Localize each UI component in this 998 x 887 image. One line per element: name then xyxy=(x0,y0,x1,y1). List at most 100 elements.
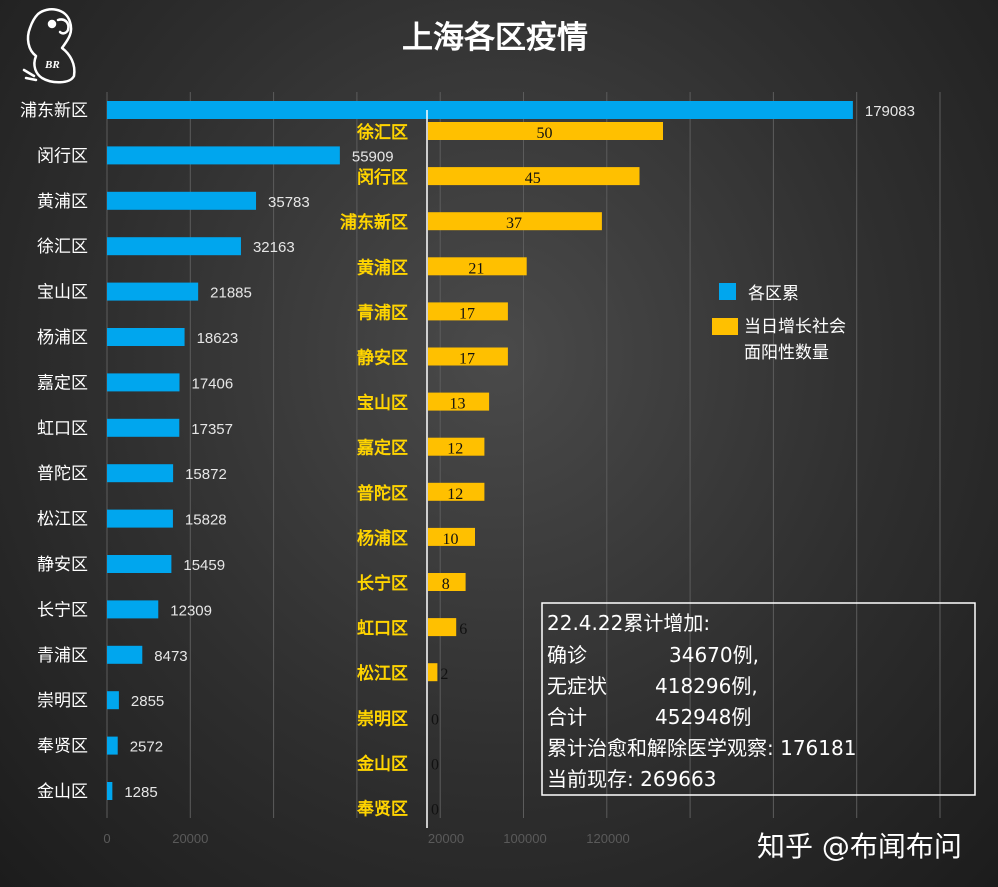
info-line-date: 22.4.22累计增加: xyxy=(547,611,710,635)
left-value-label: 12309 xyxy=(170,602,212,619)
left-bar xyxy=(107,600,159,619)
left-value-label: 32163 xyxy=(253,239,295,256)
right-value-label: 37 xyxy=(506,215,522,232)
x-tick-label: 0 xyxy=(103,831,110,846)
right-category-label: 长宁区 xyxy=(357,573,408,594)
right-value-label: 17 xyxy=(459,351,475,368)
right-category-label: 金山区 xyxy=(356,753,408,774)
left-category-label: 长宁区 xyxy=(37,600,88,620)
right-value-label: 0 xyxy=(431,711,439,728)
right-bar xyxy=(428,212,602,231)
left-category-label: 松江区 xyxy=(37,510,88,530)
left-value-label: 21885 xyxy=(210,285,252,302)
right-value-label: 10 xyxy=(443,531,459,548)
right-category-label: 青浦区 xyxy=(357,302,408,323)
right-bar xyxy=(428,167,640,186)
info-line-confirmed-label: 确诊 xyxy=(547,643,587,667)
right-category-label: 黄浦区 xyxy=(357,257,408,278)
left-bar xyxy=(107,691,119,710)
right-value-label: 8 xyxy=(442,576,450,593)
chart-title: 上海各区疫情 xyxy=(402,20,588,56)
info-line-confirmed-value: 34670例, xyxy=(669,643,759,667)
left-category-label: 金山区 xyxy=(37,782,88,802)
left-category-label: 青浦区 xyxy=(37,646,88,666)
info-line-asymptomatic-value: 418296例, xyxy=(655,674,758,698)
legend: 各区累 当日增长社会 面阳性数量 xyxy=(712,283,846,363)
left-bar xyxy=(107,373,180,392)
right-value-label: 12 xyxy=(447,486,463,503)
info-line-asymptomatic-label: 无症状 xyxy=(547,674,607,698)
right-value-label: 6 xyxy=(459,621,467,638)
x-tick-label: 120000 xyxy=(586,831,629,846)
right-category-label: 嘉定区 xyxy=(356,438,408,459)
left-value-label: 55909 xyxy=(352,148,394,165)
info-line-current: 当前现存: 269663 xyxy=(547,767,716,791)
left-category-label: 虹口区 xyxy=(37,419,88,439)
left-bar xyxy=(107,464,174,483)
right-bar xyxy=(428,347,508,366)
left-bar xyxy=(107,555,172,573)
right-category-label: 松江区 xyxy=(357,663,408,684)
left-value-label: 35783 xyxy=(268,194,310,211)
left-bar xyxy=(107,645,143,664)
left-bar xyxy=(107,191,257,210)
right-value-label: 0 xyxy=(431,756,439,773)
left-category-label: 嘉定区 xyxy=(37,373,88,393)
info-line-total-label: 合计 xyxy=(547,705,587,729)
right-bar xyxy=(428,527,475,546)
left-value-label: 17406 xyxy=(191,375,233,392)
info-box-frame xyxy=(541,602,976,796)
legend-label-daily-line1: 当日增长社会 xyxy=(744,317,846,337)
right-bar xyxy=(428,573,466,591)
left-bar xyxy=(107,101,853,119)
left-bar xyxy=(107,328,185,346)
right-category-label: 闵行区 xyxy=(357,167,408,188)
x-tick-label: 100000 xyxy=(503,831,546,846)
legend-swatch-daily xyxy=(712,318,738,335)
right-value-label: 50 xyxy=(537,125,553,142)
right-value-label: 21 xyxy=(468,260,484,277)
logo-text: BR xyxy=(44,59,60,71)
left-value-label: 18623 xyxy=(197,330,239,347)
watermark: 知乎 @布闻布问 xyxy=(757,830,962,863)
right-bar xyxy=(428,122,663,140)
right-bar xyxy=(428,663,438,682)
left-category-label: 静安区 xyxy=(37,555,88,575)
right-category-label: 奉贤区 xyxy=(356,799,408,820)
left-category-label: 普陀区 xyxy=(37,464,88,484)
left-value-label: 15872 xyxy=(185,466,227,483)
legend-label-cumulative: 各区累 xyxy=(748,284,799,304)
left-value-label: 15828 xyxy=(185,512,227,529)
left-category-label: 奉贤区 xyxy=(37,737,88,757)
right-category-label: 静安区 xyxy=(357,348,408,369)
left-category-label: 徐汇区 xyxy=(37,237,88,257)
info-line-total-value: 452948例 xyxy=(655,705,751,729)
right-value-label: 12 xyxy=(447,441,463,458)
left-bar xyxy=(107,782,113,800)
right-category-label: 徐汇区 xyxy=(356,122,408,143)
right-bar xyxy=(428,618,457,637)
legend-swatch-cumulative xyxy=(719,283,736,300)
left-category-label: 闵行区 xyxy=(37,146,88,166)
left-bar xyxy=(107,418,180,437)
right-category-label: 虹口区 xyxy=(357,619,408,639)
x-tick-label: 20000 xyxy=(428,831,464,846)
left-category-label: 杨浦区 xyxy=(37,328,88,348)
left-value-label: 8473 xyxy=(154,648,187,665)
right-category-label: 崇明区 xyxy=(357,709,408,729)
left-category-label: 黄浦区 xyxy=(37,192,88,212)
left-bar xyxy=(107,146,340,165)
info-line-recovered: 累计治愈和解除医学观察: 176181 xyxy=(547,736,856,760)
info-box: 22.4.22累计增加: 确诊 34670例, 无症状 418296例, 合计 … xyxy=(541,602,976,796)
left-value-label: 17357 xyxy=(191,421,233,438)
left-category-label: 浦东新区 xyxy=(20,101,88,121)
legend-label-daily-line2: 面阳性数量 xyxy=(744,343,829,363)
left-bar xyxy=(107,237,241,256)
right-value-label: 13 xyxy=(450,396,466,413)
right-category-label: 普陀区 xyxy=(357,483,408,504)
right-value-label: 2 xyxy=(440,666,448,683)
right-bar xyxy=(428,392,490,411)
right-value-label: 17 xyxy=(459,305,475,322)
left-category-label: 崇明区 xyxy=(37,691,88,711)
